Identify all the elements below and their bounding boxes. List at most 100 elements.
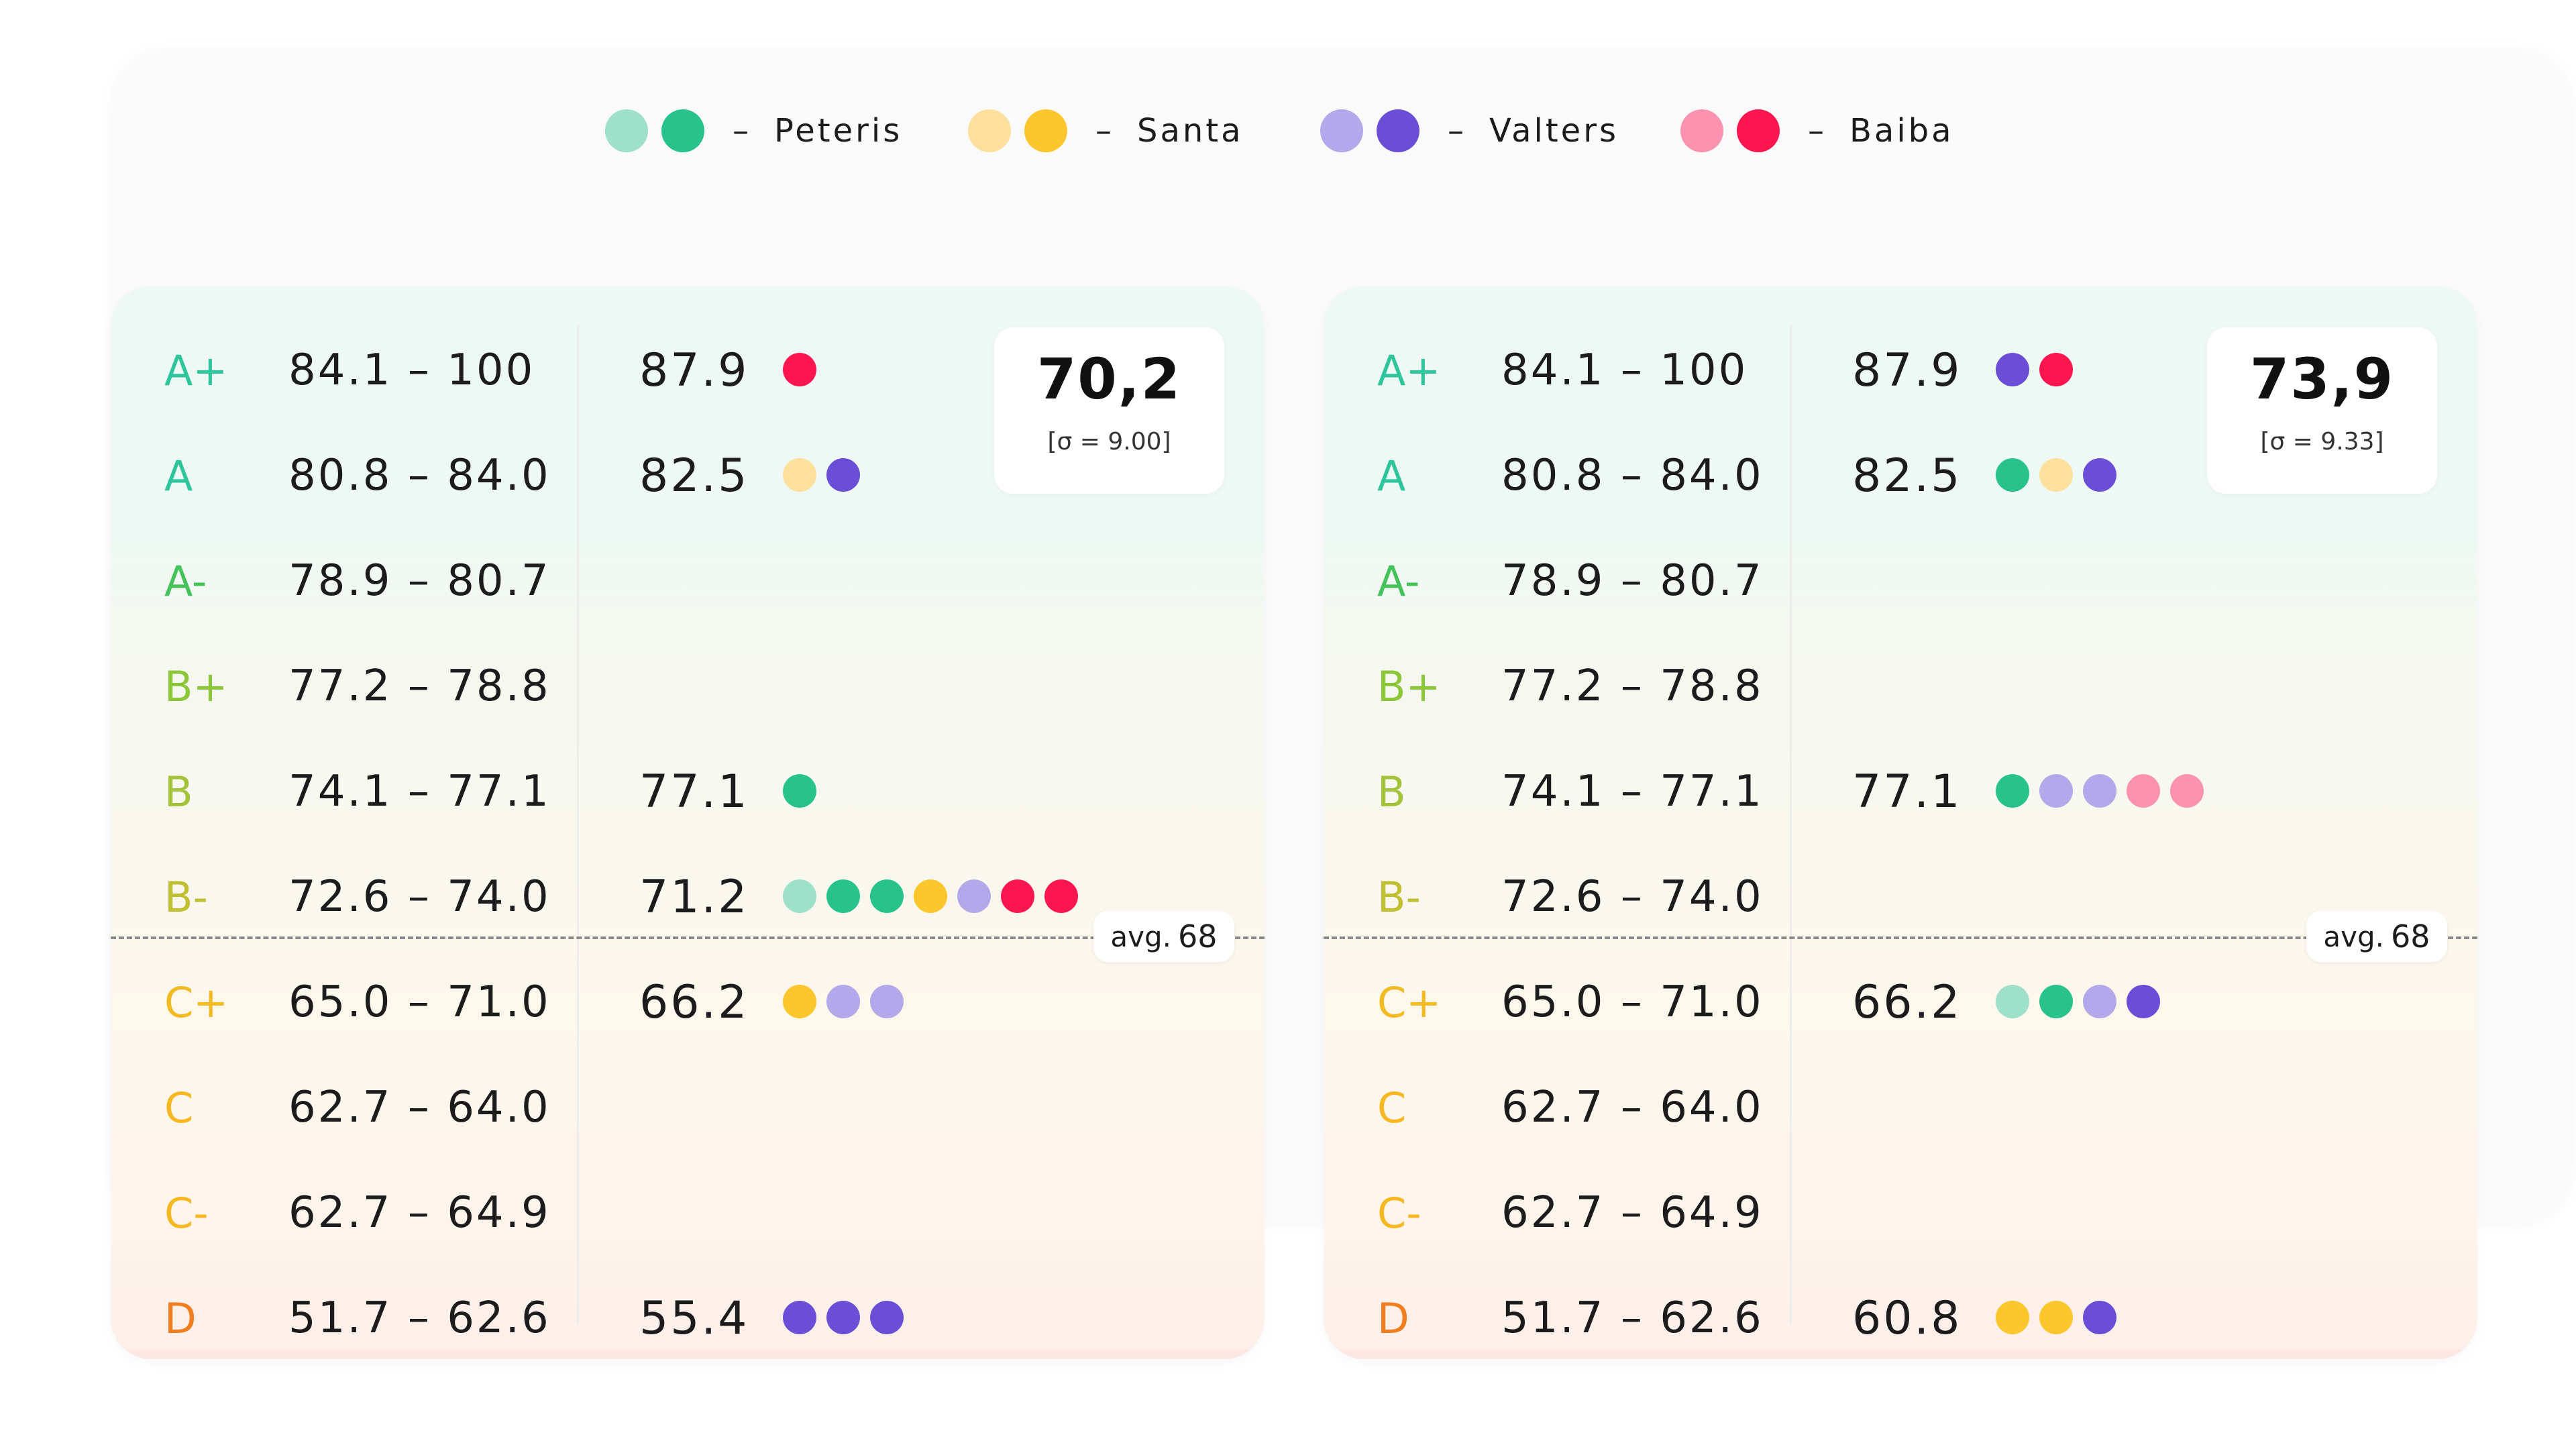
- student-dot-peteris: [1996, 458, 2029, 492]
- student-dot-baiba: [2039, 353, 2073, 386]
- student-dots: [783, 1301, 914, 1334]
- average-value: 68: [1178, 918, 1218, 955]
- student-dots: [783, 985, 914, 1018]
- grade-score: 82.5: [639, 449, 749, 502]
- legend-name-baiba: Baiba: [1849, 112, 1954, 150]
- average-value: 68: [2391, 918, 2430, 955]
- grade-label: A+: [164, 346, 228, 395]
- column-divider: [577, 326, 579, 1324]
- student-dot-valters: [2083, 774, 2116, 808]
- grade-label: A: [164, 451, 193, 500]
- grade-label: B+: [164, 662, 228, 711]
- student-dot-peteris: [1996, 774, 2029, 808]
- student-dot-baiba: [783, 353, 816, 386]
- student-dot-santa: [783, 985, 816, 1018]
- student-dots: [1996, 353, 2083, 386]
- grade-label: A+: [1377, 346, 1441, 395]
- grade-range: 78.9 – 80.7: [288, 556, 551, 606]
- grade-range: 84.1 – 100: [1501, 345, 1748, 395]
- student-dot-baiba: [1044, 879, 1078, 913]
- legend-name-peteris: Peteris: [774, 112, 903, 150]
- grade-row: B 74.1 – 77.1 77.1: [1324, 739, 2477, 845]
- legend: – Peteris – Santa – Valters – Baiba: [0, 101, 2576, 161]
- grade-label: A: [1377, 451, 1406, 500]
- student-dots: [783, 879, 1088, 913]
- legend-swatch-light: [1680, 109, 1723, 152]
- student-dot-baiba: [1001, 879, 1034, 913]
- student-dot-santa: [2039, 1301, 2073, 1334]
- grade-score: 82.5: [1852, 449, 1962, 502]
- grade-panel-right: A+ 84.1 – 100 87.9 A 80.8 – 84.0 82.5 A- 78.9 –…: [1324, 286, 2477, 1359]
- grade-score: 77.1: [1852, 765, 1962, 818]
- legend-dash: –: [1808, 112, 1824, 150]
- legend-item-santa: – Santa: [968, 101, 1244, 161]
- student-dot-valters: [957, 879, 991, 913]
- legend-swatch-light: [605, 109, 648, 152]
- grade-range: 80.8 – 84.0: [1501, 451, 1764, 500]
- legend-item-baiba: – Baiba: [1680, 101, 1954, 161]
- student-dot-valters: [870, 1301, 904, 1334]
- average-badge: avg. 68: [1093, 911, 1234, 962]
- student-dots: [1996, 1301, 2127, 1334]
- grade-range: 72.6 – 74.0: [1501, 872, 1764, 922]
- student-dot-peteris: [1996, 985, 2029, 1018]
- grade-panel-left: A+ 84.1 – 100 87.9 A 80.8 – 84.0 82.5 A- 78.9 –…: [111, 286, 1265, 1359]
- grade-range: 65.0 – 71.0: [288, 977, 551, 1027]
- student-dot-santa: [783, 458, 816, 492]
- grade-row: D 51.7 – 62.6 55.4: [111, 1266, 1265, 1359]
- grade-range: 80.8 – 84.0: [288, 451, 551, 500]
- student-dots: [1996, 985, 2170, 1018]
- legend-name-valters: Valters: [1489, 112, 1619, 150]
- grade-label: B: [164, 767, 193, 816]
- grade-range: 65.0 – 71.0: [1501, 977, 1764, 1027]
- grade-row: C 62.7 – 64.0: [111, 1055, 1265, 1161]
- grade-row: A- 78.9 – 80.7: [1324, 529, 2477, 634]
- grade-row: B+ 77.2 – 78.8: [1324, 634, 2477, 739]
- student-dot-santa: [914, 879, 947, 913]
- grade-score: 60.8: [1852, 1292, 1962, 1345]
- grade-row: B 74.1 – 77.1 77.1: [111, 739, 1265, 845]
- mean-value: 73,9: [2249, 346, 2395, 412]
- student-dot-valters: [1996, 353, 2029, 386]
- grade-range: 62.7 – 64.9: [288, 1188, 551, 1238]
- mean-stat-card: 70,2 [σ = 9.00]: [994, 327, 1224, 494]
- student-dot-peteris: [783, 879, 816, 913]
- grade-score: 77.1: [639, 765, 749, 818]
- grade-label: C-: [164, 1189, 209, 1238]
- student-dot-valters: [2083, 1301, 2116, 1334]
- grade-row: A 80.8 – 84.0 82.5: [111, 423, 1265, 529]
- column-divider: [1790, 326, 1792, 1324]
- grade-label: B-: [1377, 873, 1421, 922]
- grade-row: B- 72.6 – 74.0 71.2: [111, 845, 1265, 950]
- std-deviation: [σ = 9.33]: [2260, 428, 2384, 455]
- grade-label: C+: [1377, 978, 1442, 1027]
- legend-name-santa: Santa: [1137, 112, 1244, 150]
- grade-row: B+ 77.2 – 78.8: [111, 634, 1265, 739]
- grade-range: 51.7 – 62.6: [1501, 1293, 1764, 1343]
- grade-range: 84.1 – 100: [288, 345, 535, 395]
- grade-row: C- 62.7 – 64.9: [1324, 1161, 2477, 1266]
- grade-score: 66.2: [639, 976, 749, 1029]
- student-dots: [783, 774, 826, 808]
- legend-dash: –: [1448, 112, 1464, 150]
- legend-item-peteris: – Peteris: [605, 101, 902, 161]
- grade-label: C-: [1377, 1189, 1421, 1238]
- student-dot-baiba: [2127, 774, 2160, 808]
- legend-dash: –: [1095, 112, 1112, 150]
- grade-range: 77.2 – 78.8: [288, 661, 551, 711]
- grade-score: 87.9: [639, 344, 749, 397]
- grade-label: A-: [164, 557, 207, 606]
- average-line: [111, 936, 1265, 939]
- grade-range: 62.7 – 64.0: [288, 1083, 551, 1132]
- student-dot-valters: [826, 985, 860, 1018]
- grade-label: D: [164, 1294, 197, 1343]
- grade-row: A 80.8 – 84.0 82.5: [1324, 423, 2477, 529]
- student-dot-valters: [826, 458, 860, 492]
- student-dot-valters: [2127, 985, 2160, 1018]
- panel-bottom-stripe: [111, 1350, 1265, 1359]
- grade-row: C 62.7 – 64.0: [1324, 1055, 2477, 1161]
- grade-score: 66.2: [1852, 976, 1962, 1029]
- student-dot-valters: [783, 1301, 816, 1334]
- student-dots: [783, 458, 870, 492]
- grade-range: 62.7 – 64.0: [1501, 1083, 1764, 1132]
